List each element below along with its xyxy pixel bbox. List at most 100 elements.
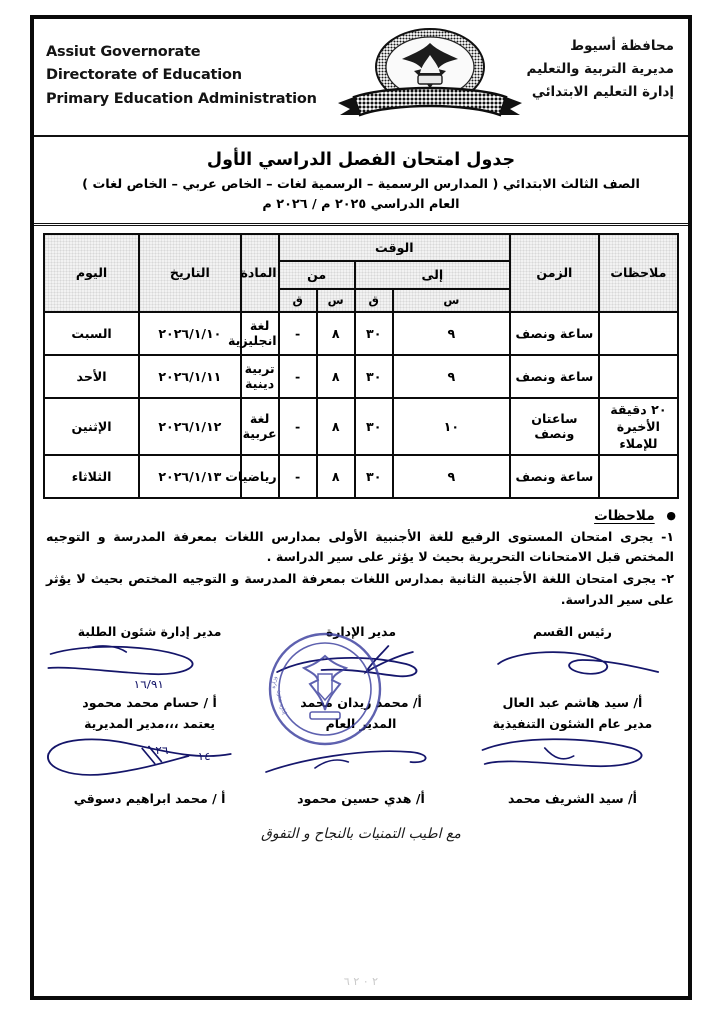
signature-title: مدير إدارة شئون الطلبة xyxy=(77,624,222,640)
letterhead-arabic-line-2: مديرية التربية والتعليم xyxy=(526,61,674,78)
faint-bottom-marks: ٢ ٠ ٢ ٦ xyxy=(343,975,379,988)
cell-subject: تربية دينية xyxy=(239,353,280,399)
cell-subject: رياضيات xyxy=(225,453,280,499)
letterhead-english: Assiut Governorate Directorate of Educat… xyxy=(46,41,317,111)
cell-day: الإثنين xyxy=(42,396,141,456)
remark-item-1: ١- يجرى امتحان المستوى الرفيع للغة الأجن… xyxy=(46,528,674,565)
header-duration: الزمن xyxy=(509,232,600,313)
cell-duration: ساعتان ونصف xyxy=(509,396,600,456)
header-from-hours: س xyxy=(315,287,356,313)
signature-row-1: رئيس القسم أ/ سيد هاشم عبد العال مدير ال… xyxy=(44,624,678,716)
signature-title: مدير عام الشئون التنفيذية xyxy=(492,716,653,732)
letterhead-english-line-3: Primary Education Administration xyxy=(46,90,317,107)
signature-name: أ/ سيد الشريف محمد xyxy=(508,791,637,807)
signature-row-2: مدير عام الشئون التنفيذية أ/ سيد الشريف … xyxy=(44,716,678,812)
title-block: جدول امتحان الفصل الدراسي الأول الصف الث… xyxy=(34,137,688,226)
academic-year-line: العام الدراسي ٢٠٢٥ م / ٢٠٢٦ م xyxy=(262,196,460,212)
signature-title: رئيس القسم xyxy=(533,624,612,640)
signature-name: أ/ سيد هاشم عبد العال xyxy=(502,695,643,711)
cell-from-hour: ٨ xyxy=(315,453,356,499)
letterhead-arabic: محافظة أسيوط مديرية التربية والتعليم إدا… xyxy=(527,35,674,105)
handwritten-signature-icon: ٢٦ ١٤ xyxy=(44,734,255,782)
signature-name: أ/ هدي حسين محمود xyxy=(297,791,425,807)
letterhead-english-line-2: Directorate of Education xyxy=(46,67,242,84)
cell-date: ٢٠٢٦/١/١٠ xyxy=(138,310,242,356)
header-notes: ملاحظات xyxy=(597,232,680,313)
exam-table-body: ساعة ونصف ٩ ٣٠ ٨ - لغة انجليزية ٢٠٢٦/١/١… xyxy=(42,310,680,499)
exam-schedule-table: ملاحظات الزمن الوقت المادة التاريخ اليوم… xyxy=(42,232,680,499)
header-day: اليوم xyxy=(42,232,141,313)
cell-to-minute: ٣٠ xyxy=(353,310,394,356)
cell-subject: لغة عربية xyxy=(239,396,280,456)
cell-from-minute: - xyxy=(277,453,318,499)
table-row: ساعة ونصف ٩ ٣٠ ٨ - لغة انجليزية ٢٠٢٦/١/١… xyxy=(42,310,680,356)
signature-block-head-of-department: رئيس القسم أ/ سيد هاشم عبد العال xyxy=(467,624,678,716)
cell-to-minute: ٣٠ xyxy=(353,396,394,456)
remarks-section: ● ملاحظات ١- يجرى امتحان المستوى الرفيع … xyxy=(34,499,688,611)
signature-title: يعتمد ،،،مدير المديرية xyxy=(84,716,216,732)
letterhead: Assiut Governorate Directorate of Educat… xyxy=(34,19,688,137)
bullet-icon: ● xyxy=(666,509,676,523)
cell-notes: ٢٠ دقيقة الأخيرة للإملاء xyxy=(597,396,680,456)
cell-to-hour: ٩ xyxy=(391,353,512,399)
footer-wish-text: مع اطيب التمنيات بالنجاح و التفوق xyxy=(261,826,461,843)
cell-to-minute: ٣٠ xyxy=(353,353,394,399)
cell-date: ٢٠٢٦/١/١٣ xyxy=(138,453,242,499)
signature-block-student-affairs-director: مدير إدارة شئون الطلبة ١٦/٩١ أ / حسام مح… xyxy=(44,624,255,716)
cell-to-hour: ١٠ xyxy=(391,396,512,456)
cell-duration: ساعة ونصف xyxy=(509,353,600,399)
cell-subject: لغة انجليزية xyxy=(228,310,280,356)
cell-to-hour: ٩ xyxy=(391,310,512,356)
svg-text:١٦/٩١: ١٦/٩١ xyxy=(134,678,164,691)
remarks-heading: ● ملاحظات xyxy=(46,508,676,524)
signature-area: رئيس القسم أ/ سيد هاشم عبد العال مدير ال… xyxy=(34,612,688,812)
cell-duration: ساعة ونصف xyxy=(509,310,600,356)
header-to-hours: س xyxy=(391,287,512,313)
cell-from-minute: - xyxy=(277,396,318,456)
grade-line: الصف الثالث الابتدائي ( المدارس الرسمية … xyxy=(82,177,640,192)
svg-text:٢٦: ٢٦ xyxy=(155,744,168,757)
cell-day: السبت xyxy=(42,310,141,356)
cell-day: الأحد xyxy=(42,353,141,399)
handwritten-signature-icon xyxy=(255,734,466,782)
header-time-to: إلى xyxy=(353,260,512,290)
cell-from-hour: ٨ xyxy=(315,396,356,456)
signature-block-administration-director: مدير الإدارة أ/ محمد زيدان محمد xyxy=(255,624,466,716)
cell-to-hour: ٩ xyxy=(391,453,512,499)
cell-day: الثلاثاء xyxy=(42,453,141,499)
signature-block-general-director: المدير العام أ/ هدي حسين محمود xyxy=(255,716,466,812)
svg-text:١٤: ١٤ xyxy=(198,750,211,763)
table-row: ساعة ونصف ٩ ٣٠ ٨ - تربية دينية ٢٠٢٦/١/١١… xyxy=(42,353,680,399)
signature-title: مدير الإدارة xyxy=(325,624,397,640)
letterhead-arabic-line-3: إدارة التعليم الابتدائي xyxy=(531,84,674,101)
handwritten-signature-icon xyxy=(467,642,678,690)
handwritten-signature-icon xyxy=(255,642,466,690)
cell-to-minute: ٣٠ xyxy=(353,453,394,499)
cell-notes xyxy=(597,353,680,399)
page-title: جدول امتحان الفصل الدراسي الأول xyxy=(206,150,516,170)
remark-item-2: ٢- يجرى امتحان اللغة الأجنبية الثانية بم… xyxy=(46,571,674,607)
signature-name: أ / حسام محمد محمود xyxy=(82,695,217,711)
cell-from-minute: - xyxy=(277,353,318,399)
cell-date: ٢٠٢٦/١/١٢ xyxy=(138,396,242,456)
cell-duration: ساعة ونصف xyxy=(509,453,600,499)
header-date: التاريخ xyxy=(138,232,242,313)
cell-notes xyxy=(597,310,680,356)
cell-from-hour: ٨ xyxy=(315,353,356,399)
egypt-eagle-emblem-icon xyxy=(330,25,530,133)
cell-notes xyxy=(597,453,680,499)
header-time-from: من xyxy=(277,260,356,290)
header-to-minutes: ق xyxy=(353,287,394,313)
table-header-row-1: ملاحظات الزمن الوقت المادة التاريخ اليوم xyxy=(42,232,680,313)
handwritten-signature-icon: ١٦/٩١ xyxy=(44,642,255,691)
header-time: الوقت xyxy=(277,232,512,263)
cell-from-minute: - xyxy=(277,310,318,356)
signature-name: أ / محمد ابراهيم دسوقي xyxy=(73,791,226,807)
table-row: ساعة ونصف ٩ ٣٠ ٨ - رياضيات ٢٠٢٦/١/١٣ الث… xyxy=(42,453,680,499)
exam-table-container: ملاحظات الزمن الوقت المادة التاريخ اليوم… xyxy=(34,226,688,499)
signature-name: أ/ محمد زيدان محمد xyxy=(300,695,422,711)
table-row: ٢٠ دقيقة الأخيرة للإملاء ساعتان ونصف ١٠ … xyxy=(42,396,680,456)
signature-block-directorate-director-approval: يعتمد ،،،مدير المديرية ٢٦ ١٤ أ / محمد اب… xyxy=(44,716,255,812)
letterhead-arabic-line-1: محافظة أسيوط xyxy=(570,38,674,54)
handwritten-signature-icon xyxy=(467,734,678,782)
